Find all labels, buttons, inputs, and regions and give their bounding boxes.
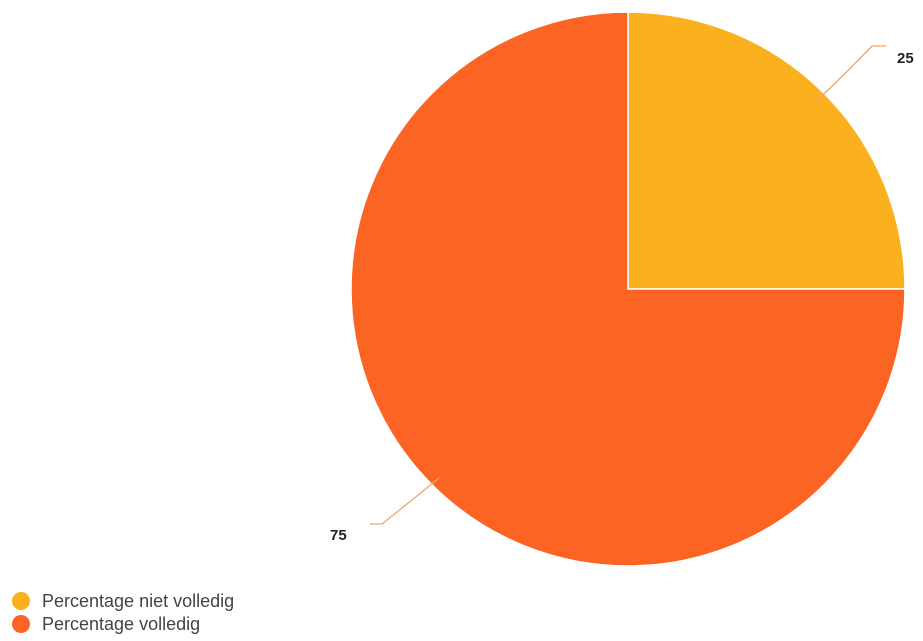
data-label-1: 25 xyxy=(897,50,914,67)
legend-label: Percentage niet volledig xyxy=(42,590,235,611)
pie-slice-2 xyxy=(350,11,906,567)
leader-line-2 xyxy=(370,477,440,525)
leader-line-1 xyxy=(816,45,886,101)
legend-label: Percentage volledig xyxy=(42,613,201,634)
legend-swatch-icon xyxy=(12,591,30,610)
data-label-2: 75 xyxy=(330,527,347,544)
legend-item-2[interactable]: Percentage volledig xyxy=(12,612,234,635)
pie-slice-1 xyxy=(627,11,906,290)
chart-legend: Percentage niet volledig Percentage volle… xyxy=(12,589,234,635)
legend-item-1[interactable]: Percentage niet volledig xyxy=(12,589,234,612)
legend-swatch-icon xyxy=(12,614,30,633)
